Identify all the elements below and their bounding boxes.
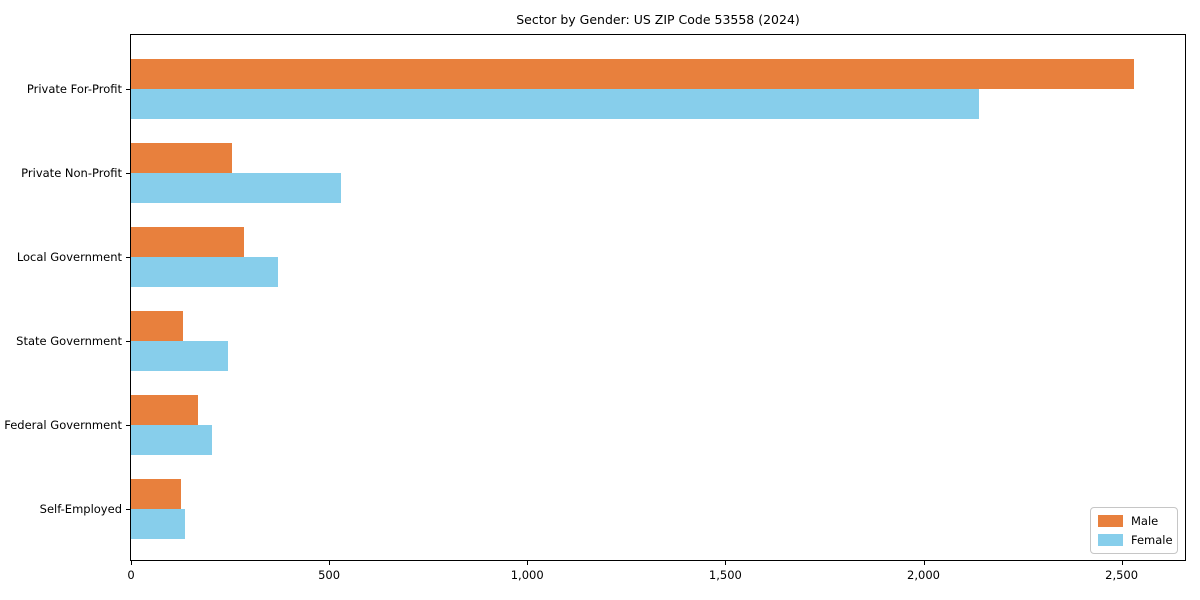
x-axis-label: 2,500 <box>1105 568 1139 582</box>
legend-label-male: Male <box>1131 514 1159 528</box>
legend-entry-male: Male <box>1098 514 1170 528</box>
y-axis-label: State Government <box>16 334 122 348</box>
plot-area <box>130 34 1186 561</box>
bar-female-1 <box>131 89 979 119</box>
bar-male-3 <box>131 227 244 257</box>
y-axis-tick <box>126 89 130 90</box>
bar-male-4 <box>131 311 183 341</box>
bar-female-5 <box>131 425 213 455</box>
legend-label-female: Female <box>1131 533 1173 547</box>
x-axis-tick <box>131 561 132 565</box>
legend: Male Female <box>1090 507 1178 554</box>
chart-title: Sector by Gender: US ZIP Code 53558 (202… <box>516 12 800 27</box>
bar-female-3 <box>131 257 278 287</box>
x-axis-label: 0 <box>127 568 135 582</box>
bar-male-2 <box>131 143 232 173</box>
legend-entry-female: Female <box>1098 533 1173 547</box>
y-axis-label: Private Non-Profit <box>21 166 122 180</box>
bar-male-5 <box>131 395 199 425</box>
bar-male-1 <box>131 59 1134 89</box>
x-axis-tick <box>527 561 529 565</box>
legend-swatch-female <box>1098 534 1123 546</box>
x-axis-label: 1,000 <box>510 568 544 582</box>
bar-female-6 <box>131 509 185 539</box>
y-axis-tick <box>126 341 130 342</box>
y-axis-label: Federal Government <box>4 418 122 432</box>
x-axis-tick <box>725 561 727 565</box>
legend-swatch-male <box>1098 515 1123 527</box>
x-axis-tick <box>329 561 331 565</box>
y-axis-label: Local Government <box>16 250 122 264</box>
y-axis-label: Self-Employed <box>39 502 122 516</box>
x-axis-tick <box>923 561 925 565</box>
x-axis-label: 1,500 <box>708 568 742 582</box>
y-axis-tick <box>126 173 130 174</box>
bar-male-6 <box>131 479 181 509</box>
y-axis-tick <box>126 509 130 510</box>
y-axis-tick <box>126 257 130 258</box>
x-axis-tick <box>1121 561 1123 565</box>
bar-female-2 <box>131 173 341 203</box>
y-axis-label: Private For-Profit <box>26 82 122 96</box>
y-axis-tick <box>126 425 130 426</box>
bar-female-4 <box>131 341 229 371</box>
x-axis-label: 500 <box>318 568 341 582</box>
x-axis-label: 2,000 <box>907 568 940 582</box>
